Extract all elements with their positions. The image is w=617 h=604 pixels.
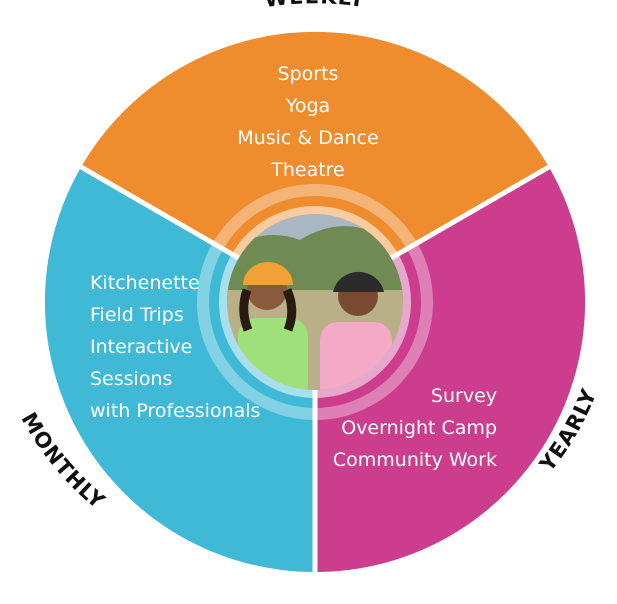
weekly-activity-item: Theatre (270, 159, 345, 181)
monthly-activity-item: Field Trips (90, 304, 184, 326)
weekly-activity-item: Sports (278, 63, 339, 85)
weekly-activity-item: Music & Dance (237, 127, 378, 149)
yearly-activity-item: Community Work (333, 449, 497, 471)
weekly-activity-item: Yoga (285, 95, 330, 117)
monthly-activity-item: with Professionals (90, 400, 260, 422)
center-ring-outer (197, 184, 433, 420)
monthly-activity-list: Kitchenette Field Trips Interactive Session… (90, 272, 260, 422)
weekly-activity-list: Sports Yoga Music & Dance Theatre (237, 63, 378, 181)
yearly-activity-item: Survey (431, 385, 497, 407)
yearly-activity-list: Survey Overnight Camp Community Work (333, 385, 497, 471)
yearly-activity-item: Overnight Camp (341, 417, 497, 439)
period-label-weekly: WEEKLY (263, 0, 367, 12)
monthly-activity-item: Kitchenette (90, 272, 200, 294)
monthly-activity-item: Sessions (90, 368, 172, 390)
monthly-activity-item: Interactive (90, 336, 192, 358)
